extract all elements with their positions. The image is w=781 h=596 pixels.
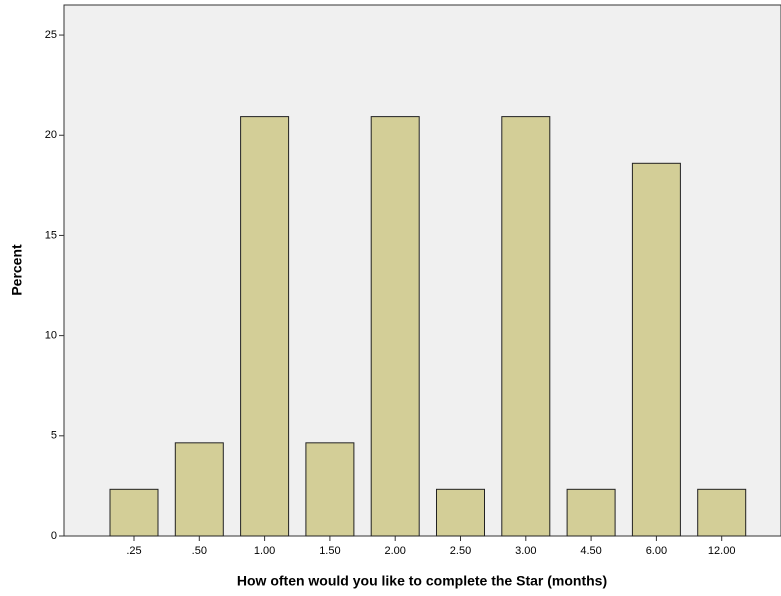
x-tick-label: 3.00 xyxy=(515,545,536,557)
bar xyxy=(305,442,355,537)
x-tick-label: 1.50 xyxy=(319,545,340,557)
bar xyxy=(370,116,420,537)
x-tick-label: 2.00 xyxy=(384,545,405,557)
x-tick-label: 1.00 xyxy=(254,545,275,557)
x-tick-label: 6.00 xyxy=(646,545,667,557)
bar xyxy=(174,442,224,537)
y-tick-label: 10 xyxy=(45,330,57,342)
bar xyxy=(501,116,551,537)
bar xyxy=(697,488,747,537)
bar xyxy=(240,116,290,537)
y-tick-label: 20 xyxy=(45,129,57,141)
bar xyxy=(109,488,159,537)
bar xyxy=(566,488,616,537)
y-tick-label: 15 xyxy=(45,229,57,241)
y-tick-label: 5 xyxy=(51,430,57,442)
y-axis-title: Percent xyxy=(9,244,25,296)
x-axis-title: How often would you like to complete the… xyxy=(237,573,607,589)
y-tick-label: 0 xyxy=(51,530,57,542)
y-tick-label: 25 xyxy=(45,29,57,41)
x-tick-label: .50 xyxy=(192,545,207,557)
bar xyxy=(436,488,485,537)
x-tick-label: .25 xyxy=(126,545,141,557)
bar xyxy=(631,162,681,537)
x-tick-label: 4.50 xyxy=(580,545,601,557)
x-tick-label: 2.50 xyxy=(450,545,471,557)
x-tick-label: 12.00 xyxy=(708,545,736,557)
